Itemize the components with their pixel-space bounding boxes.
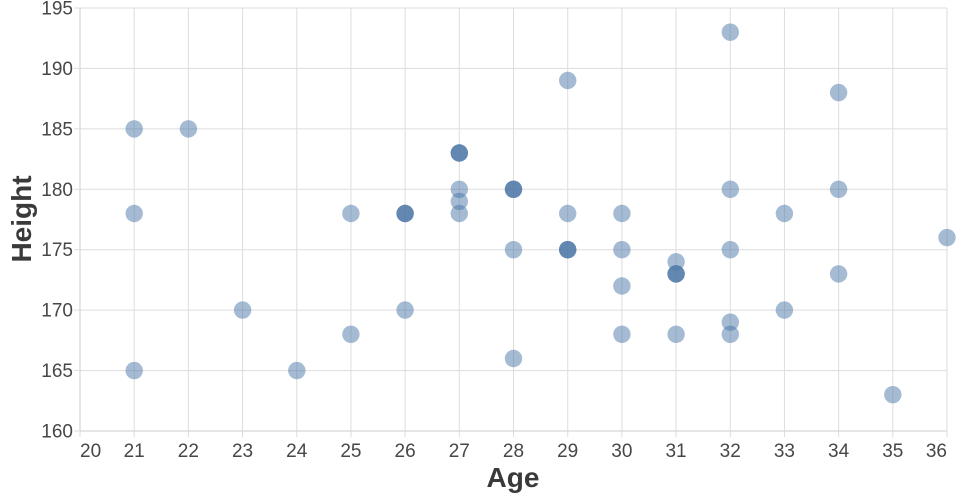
y-tick-label: 195 bbox=[41, 0, 73, 20]
data-point bbox=[342, 325, 360, 343]
y-tick-label: 175 bbox=[41, 240, 73, 261]
y-tick-label: 160 bbox=[41, 422, 73, 443]
data-point bbox=[504, 180, 523, 198]
x-tick-label: 20 bbox=[80, 441, 101, 462]
data-point bbox=[721, 23, 739, 41]
y-tick-label: 190 bbox=[41, 59, 73, 80]
data-point bbox=[721, 180, 739, 198]
data-point bbox=[504, 241, 523, 259]
data-point bbox=[829, 265, 848, 283]
data-point bbox=[559, 241, 577, 259]
data-point bbox=[125, 120, 143, 138]
data-point bbox=[559, 71, 577, 90]
y-tick-label: 180 bbox=[41, 180, 73, 201]
x-tick-label: 21 bbox=[124, 441, 145, 462]
data-point bbox=[613, 241, 631, 259]
data-point bbox=[233, 301, 252, 319]
data-point bbox=[396, 301, 414, 319]
data-point bbox=[613, 204, 631, 223]
data-point bbox=[613, 277, 631, 295]
x-tick-label: 36 bbox=[926, 441, 947, 462]
x-tick-label: 22 bbox=[178, 441, 199, 462]
x-tick-label: 28 bbox=[503, 441, 524, 462]
data-point bbox=[721, 325, 739, 343]
x-tick-label: 23 bbox=[232, 441, 253, 462]
x-tick-label: 27 bbox=[449, 441, 470, 462]
x-tick-label: 25 bbox=[340, 441, 361, 462]
data-point bbox=[125, 204, 143, 223]
data-point bbox=[721, 241, 739, 259]
y-tick-label: 165 bbox=[41, 361, 73, 382]
data-point bbox=[504, 349, 523, 368]
data-point bbox=[342, 204, 360, 223]
data-point bbox=[396, 204, 414, 223]
x-tick-label: 24 bbox=[286, 441, 308, 462]
data-point bbox=[450, 192, 468, 211]
x-tick-label: 33 bbox=[774, 441, 795, 462]
y-tick-label: 170 bbox=[41, 301, 73, 322]
x-axis-title: Age bbox=[486, 462, 540, 493]
data-point bbox=[559, 204, 577, 223]
x-tick-label: 26 bbox=[395, 441, 416, 462]
y-tick-label: 185 bbox=[41, 119, 73, 140]
x-tick-label: 34 bbox=[828, 441, 850, 462]
x-tick-label: 29 bbox=[557, 441, 578, 462]
data-point bbox=[450, 180, 468, 198]
x-tick-label: 30 bbox=[611, 441, 632, 462]
x-tick-label: 31 bbox=[665, 441, 686, 462]
data-point bbox=[179, 120, 198, 138]
data-point bbox=[775, 204, 794, 223]
data-point bbox=[667, 325, 685, 343]
data-point bbox=[125, 361, 143, 380]
data-point bbox=[721, 313, 739, 331]
data-point bbox=[288, 361, 306, 380]
data-point bbox=[829, 180, 848, 198]
data-point bbox=[450, 144, 468, 162]
x-tick-label: 35 bbox=[882, 441, 903, 462]
data-point bbox=[450, 204, 468, 223]
x-tick-label: 32 bbox=[720, 441, 741, 462]
data-point bbox=[938, 228, 956, 247]
y-axis-title: Height bbox=[6, 175, 37, 263]
data-point bbox=[775, 301, 794, 319]
data-point bbox=[667, 265, 685, 283]
data-point bbox=[884, 386, 902, 404]
data-point bbox=[829, 83, 848, 102]
data-point bbox=[667, 253, 685, 271]
data-point bbox=[613, 325, 631, 343]
